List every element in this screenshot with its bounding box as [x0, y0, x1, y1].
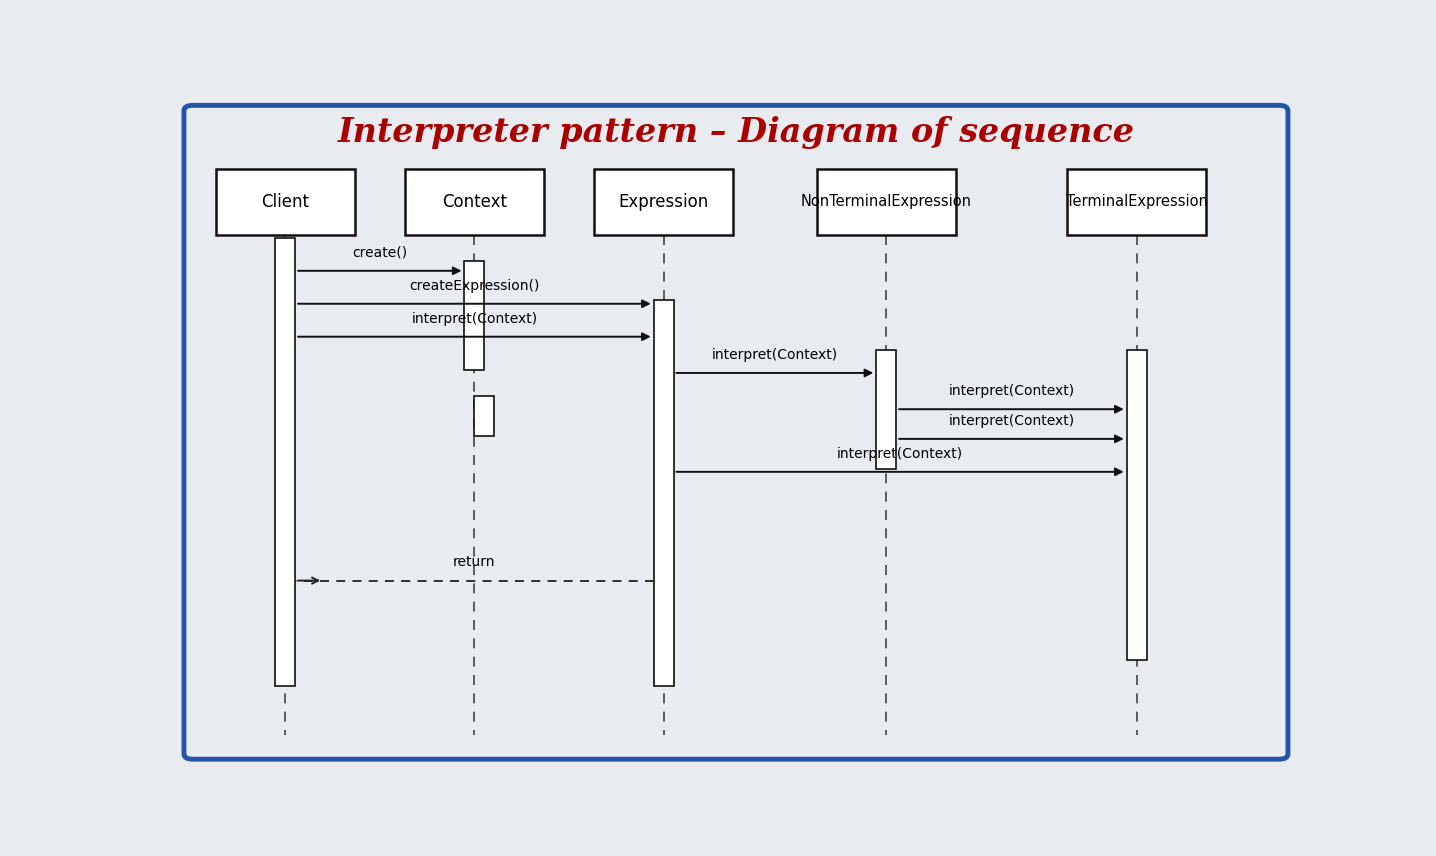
Text: interpret(Context): interpret(Context) [712, 348, 839, 362]
Text: return: return [454, 556, 495, 569]
Text: interpret(Context): interpret(Context) [411, 312, 537, 325]
Bar [276, 238, 296, 686]
Text: interpret(Context): interpret(Context) [837, 447, 964, 461]
Text: createExpression(): createExpression() [409, 278, 540, 293]
Text: Interpreter pattern – Diagram of sequence: Interpreter pattern – Diagram of sequenc… [337, 116, 1134, 149]
Bar [817, 169, 956, 235]
Bar [653, 300, 673, 686]
Bar [474, 396, 494, 436]
Bar [464, 261, 484, 370]
Bar [405, 169, 544, 235]
Text: interpret(Context): interpret(Context) [948, 413, 1074, 428]
Text: TerminalExpression: TerminalExpression [1066, 194, 1208, 209]
Bar [1067, 169, 1206, 235]
Bar [595, 169, 734, 235]
Text: NonTerminalExpression: NonTerminalExpression [801, 194, 972, 209]
Bar [215, 169, 355, 235]
Text: create(): create() [352, 246, 408, 259]
Text: Client: Client [261, 193, 309, 211]
Bar [876, 350, 896, 468]
Text: Expression: Expression [619, 193, 709, 211]
Text: Context: Context [442, 193, 507, 211]
FancyBboxPatch shape [184, 105, 1288, 759]
Bar [1127, 350, 1146, 660]
Text: interpret(Context): interpret(Context) [948, 384, 1074, 398]
